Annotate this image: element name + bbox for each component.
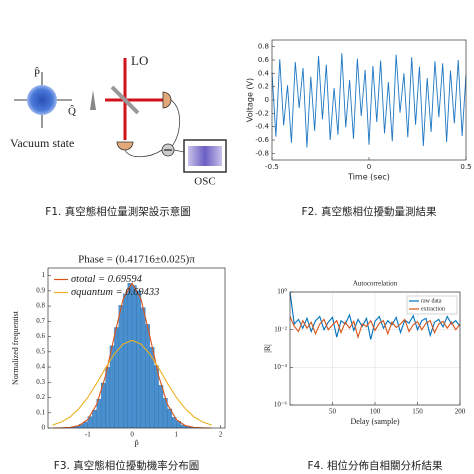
- histogram-bar: [123, 293, 128, 429]
- x-axis-label: Delay (sample): [350, 417, 399, 426]
- legend-label: raw data: [421, 298, 442, 304]
- vacuum-state: [27, 85, 57, 115]
- y-tick-label: 1: [42, 271, 46, 279]
- x-tick-label: 1: [175, 431, 179, 439]
- y-tick-label: 0.2: [258, 83, 269, 91]
- histogram-bar: [127, 283, 133, 429]
- y-tick-label: -0.6: [255, 136, 269, 144]
- x-tick-label: 150: [412, 408, 423, 416]
- caption: F1. 真空態相位量測架設示意圖: [45, 205, 190, 218]
- x-tick-label: 200: [455, 408, 466, 416]
- y-tick-label: 0.7: [36, 317, 45, 325]
- chart-title: Phase = (0.41716±0.025)π: [78, 254, 195, 266]
- y-axis-label: Voltage (V): [246, 78, 255, 122]
- caption: F2. 真空態相位擾動量測結果: [302, 205, 437, 218]
- histogram-bar: [140, 307, 146, 429]
- state-label: Vacuum state: [10, 136, 74, 150]
- y-tick-label: 0.6: [36, 332, 45, 340]
- lo-label: LO: [131, 53, 148, 68]
- histogram-bar: [83, 421, 88, 429]
- y-tick-label: 0.6: [258, 56, 270, 64]
- y-tick-label: 0: [42, 424, 46, 432]
- detector: [162, 91, 172, 109]
- x-tick-label: 0: [367, 163, 371, 171]
- y-axis-label: Normalized frequentist: [11, 310, 20, 385]
- y-tick-label: 10⁰: [277, 288, 287, 296]
- y-tick-label: 0.1: [36, 408, 45, 416]
- x-tick-label: 0: [130, 431, 134, 439]
- series-line: [289, 291, 461, 340]
- x-tick-label: 0.5: [460, 163, 471, 171]
- series-line: [52, 339, 212, 426]
- y-tick-label: 0.5: [36, 347, 45, 355]
- y-tick-label: 0.2: [36, 393, 45, 401]
- histogram-bar: [158, 385, 164, 429]
- plot-frame: [271, 39, 467, 161]
- series-line: [52, 282, 212, 429]
- histogram-bar: [118, 305, 124, 429]
- y-tick-label: 0.8: [36, 302, 45, 310]
- series-line: [289, 316, 461, 340]
- histogram-bar: [145, 324, 150, 429]
- histogram-bar: [92, 409, 97, 429]
- y-axis-label: |R|: [263, 344, 272, 353]
- x-axis-label: P̂: [134, 438, 139, 449]
- legend-label: extraction: [421, 306, 445, 312]
- y-tick-label: 10⁻²: [274, 325, 287, 333]
- detector: [116, 141, 134, 151]
- q-label: Q̂: [68, 104, 76, 117]
- y-tick-label: 0: [265, 96, 269, 104]
- caption: F4. 相位分佈自相關分析結果: [308, 459, 443, 472]
- x-tick-label: 100: [370, 408, 381, 416]
- setup-diagram: P̂ Q̂ Vacuum state LO OSC F1. 真空態相位量測架設示…: [10, 53, 227, 218]
- plot-frame: [47, 267, 226, 429]
- x-tick-label: -1: [85, 431, 91, 439]
- y-tick-label: -0.4: [255, 123, 269, 131]
- histogram-bar: [131, 285, 137, 429]
- legend-box: [406, 295, 458, 315]
- x-tick-label: 2: [219, 431, 223, 439]
- x-tick-label: 50: [329, 408, 337, 416]
- legend-label: σquantum = 0.69433: [71, 287, 159, 298]
- histogram-bar: [105, 367, 111, 429]
- y-tick-label: -0.2: [255, 109, 269, 117]
- legend-label: σtotal = 0.69594: [71, 274, 143, 285]
- input-beam: [90, 90, 96, 110]
- osc-screen: [188, 146, 222, 166]
- y-tick-label: -0.8: [255, 149, 269, 157]
- y-tick-label: 0.3: [36, 378, 45, 386]
- y-tick-label: 10⁻⁶: [274, 401, 288, 409]
- p-label: P̂: [34, 66, 40, 79]
- y-tick-label: 0.4: [36, 363, 45, 371]
- plot-frame: [289, 291, 461, 406]
- y-tick-label: 0.4: [258, 69, 270, 77]
- histogram-bar: [114, 327, 119, 429]
- x-tick-label: -0.5: [265, 163, 279, 171]
- x-axis-label: Time (sec): [347, 173, 390, 182]
- beam-splitter: [110, 85, 140, 115]
- y-tick-label: 0.8: [258, 43, 269, 51]
- caption: F3. 真空態相位擾動機率分布圖: [54, 459, 199, 472]
- series-line: [271, 53, 467, 148]
- y-tick-label: 10⁻⁴: [274, 363, 288, 371]
- histogram-bar: [136, 290, 142, 429]
- osc-label: OSC: [194, 176, 215, 188]
- chart-title: Autocorrelation: [353, 280, 398, 288]
- y-tick-label: 0.9: [36, 286, 45, 294]
